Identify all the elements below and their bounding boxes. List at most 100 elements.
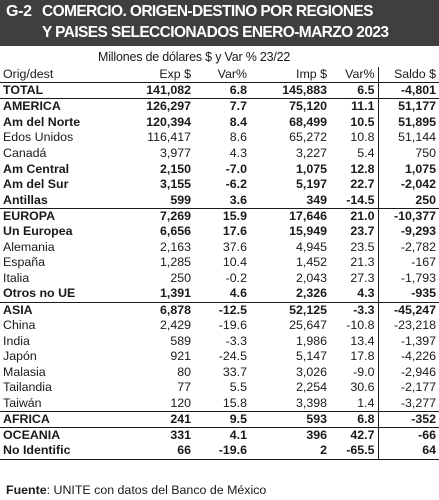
cell-balance: -9,293 [377, 223, 439, 240]
table-row: Edos Unidos 116,417 8.6 65,272 10.8 51,144 [0, 130, 439, 146]
table-row: AFRICA 241 9.5 593 6.8 -352 [0, 410, 439, 428]
cell-exports: 3,977 [159, 145, 191, 160]
cell-balance: -1,793 [377, 270, 439, 287]
cell-balance: -2,177 [377, 380, 439, 396]
cell-exports: 331 [122, 427, 194, 444]
cell-exports: 250 [170, 270, 191, 285]
cell-origin: OCEANIA [0, 427, 122, 444]
cell-imports-var: -65.5 [330, 443, 378, 460]
cell-exports: 141,082 [122, 82, 194, 100]
cell-exports: 77 [177, 380, 191, 395]
cell-origin: España [3, 255, 46, 270]
cell-imports-var: -9.0 [353, 364, 375, 379]
cell-exports-var: 8.4 [229, 114, 247, 129]
table-row: Japón 921 -24.5 5,147 17.8 -4,226 [0, 348, 439, 365]
cell-balance: -4,226 [377, 348, 439, 365]
cell-imports-var: 13.4 [350, 333, 375, 348]
cell-exports: 80 [177, 364, 191, 379]
col-header-imports-var: Var% [330, 67, 378, 84]
cell-exports: 1,391 [159, 286, 191, 301]
table-row: India 589 -3.3 1,986 13.4 -1,397 [0, 333, 439, 349]
cell-balance: -2,946 [377, 364, 439, 381]
cell-exports: 7,269 [122, 207, 194, 224]
table-row: China 2,429 -19.6 25,647 -10.8 -23,218 [0, 317, 439, 334]
cell-exports-var: 3.6 [229, 192, 247, 207]
cell-origin: Japón [3, 349, 37, 364]
cell-balance: -1,397 [377, 333, 439, 349]
cell-exports: 6,656 [159, 224, 191, 239]
cell-imports: 3,026 [295, 364, 327, 379]
cell-imports-var: 22.7 [350, 177, 375, 192]
cell-exports: 1,285 [159, 255, 191, 270]
table-row: Un Europea 6,656 17.6 15,949 23.7 -9,293 [0, 223, 439, 240]
table-row: Taiwán 120 15.8 3,398 1.4 -3,277 [0, 395, 439, 412]
cell-origin: AMERICA [3, 99, 61, 114]
cell-exports: 589 [170, 333, 191, 348]
cell-exports: 6,878 [122, 301, 194, 318]
table-row: EUROPA 7,269 15.9 17,646 21.0 -10,377 [0, 207, 439, 224]
table-row: Otros no UE 1,391 4.6 2,326 4.3 -935 [0, 286, 439, 303]
cell-imports: 2,254 [295, 380, 327, 395]
cell-balance: -2,042 [377, 176, 439, 193]
cell-imports-var: 21.0 [330, 207, 378, 224]
cell-imports-var: 23.7 [350, 224, 375, 239]
cell-imports-var: 11.1 [351, 99, 375, 114]
cell-balance: 1,075 [377, 161, 439, 177]
cell-exports: 66 [122, 443, 194, 460]
cell-imports: 3,227 [295, 145, 327, 160]
cell-exports-var: 4.6 [229, 286, 247, 301]
cell-balance: -10,377 [377, 207, 439, 224]
cell-balance: -167 [377, 255, 439, 271]
cell-exports-var: 10.4 [222, 255, 247, 270]
title-bar: G-2 COMERCIO. ORIGEN-DESTINO POR REGIONE… [0, 0, 439, 46]
cell-exports: 2,163 [159, 239, 191, 254]
cell-exports-var: -6.2 [225, 177, 247, 192]
cell-imports: 3,398 [295, 395, 327, 410]
table-row: España 1,285 10.4 1,452 21.3 -167 [0, 255, 439, 271]
table-row: Am Central 2,150 -7.0 1,075 12.8 1,075 [0, 161, 439, 177]
cell-origin: Un Europea [3, 224, 73, 239]
col-header-balance: Saldo $ [377, 67, 439, 84]
table-row: TOTAL 141,082 6.8 145,883 6.5 -4,801 [0, 82, 439, 100]
cell-imports: 2,326 [295, 286, 327, 301]
cell-exports: 599 [170, 192, 191, 207]
cell-origin: Alemania [3, 239, 55, 254]
cell-exports-var: -12.5 [194, 301, 250, 318]
col-header-imports: Imp $ [250, 67, 330, 84]
cell-imports-var: -14.5 [346, 192, 375, 207]
cell-imports: 75,120 [289, 99, 327, 114]
cell-exports: 126,297 [146, 99, 191, 114]
cell-origin: No Identific [0, 443, 122, 460]
cell-imports-var: 21.3 [350, 255, 375, 270]
cell-exports: 2,429 [159, 317, 191, 332]
title-line-1: COMERCIO. ORIGEN-DESTINO POR REGIONES [42, 3, 373, 20]
cell-balance: 51,144 [377, 130, 439, 146]
cell-imports: 68,499 [289, 114, 327, 129]
cell-exports-var: -19.6 [194, 443, 250, 460]
cell-exports-var: 7.7 [229, 99, 247, 114]
cell-balance: 750 [377, 145, 439, 162]
cell-imports: 2 [250, 443, 330, 460]
cell-imports-var: 23.5 [350, 239, 375, 254]
table-row: ASIA 6,878 -12.5 52,125 -3.3 -45,247 [0, 301, 439, 318]
cell-balance: 250 [377, 192, 439, 209]
table-row: Am del Norte 120,394 8.4 68,499 10.5 51,895 [0, 114, 439, 131]
cell-imports: 25,647 [289, 317, 327, 332]
table-body: TOTAL 141,082 6.8 145,883 6.5 -4,801 AMERICA 12… [0, 82, 439, 460]
table-row: Alemania 2,163 37.6 4,945 23.5 -2,782 [0, 239, 439, 256]
cell-imports: 1,075 [295, 161, 327, 176]
cell-imports-var: 27.3 [350, 270, 375, 285]
cell-origin: Am del Norte [3, 114, 81, 129]
cell-balance: -3,277 [377, 395, 439, 412]
cell-exports-var: 37.6 [222, 239, 247, 254]
cell-balance: -45,247 [377, 301, 439, 318]
cell-balance: -352 [377, 410, 439, 428]
cell-imports-var: -3.3 [330, 301, 378, 318]
cell-origin: EUROPA [0, 207, 122, 224]
cell-imports-var: 4.3 [357, 286, 375, 301]
cell-balance: -935 [377, 286, 439, 303]
cell-origin: India [3, 333, 30, 348]
cell-origin: China [3, 317, 36, 332]
cell-imports-var: 6.5 [330, 82, 378, 100]
source-text: : UNITE con datos del Banco de México [46, 483, 267, 497]
